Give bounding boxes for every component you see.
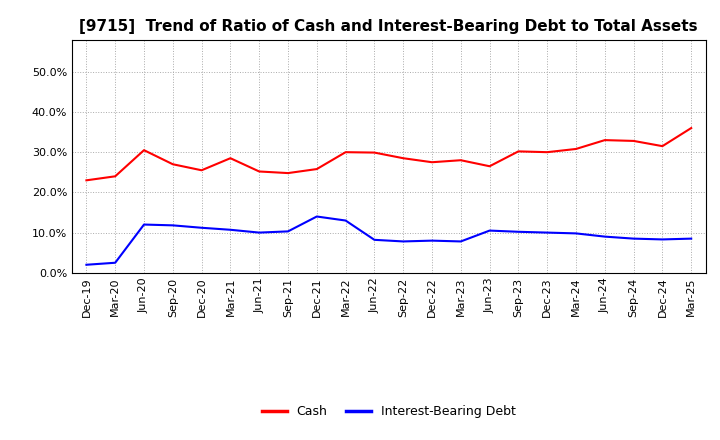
Cash: [572, 147, 580, 152]
Interest-Bearing Debt: [485, 228, 494, 233]
Cash: [600, 137, 609, 143]
Title: [9715]  Trend of Ratio of Cash and Interest-Bearing Debt to Total Assets: [9715] Trend of Ratio of Cash and Intere…: [79, 19, 698, 34]
Cash: [428, 160, 436, 165]
Interest-Bearing Debt: [312, 214, 321, 219]
Interest-Bearing Debt: [543, 230, 552, 235]
Cash: [514, 149, 523, 154]
Cash: [82, 178, 91, 183]
Cash: [111, 174, 120, 179]
Interest-Bearing Debt: [82, 262, 91, 268]
Interest-Bearing Debt: [456, 239, 465, 244]
Interest-Bearing Debt: [370, 237, 379, 242]
Interest-Bearing Debt: [341, 218, 350, 223]
Interest-Bearing Debt: [226, 227, 235, 232]
Legend: Cash, Interest-Bearing Debt: Cash, Interest-Bearing Debt: [256, 400, 521, 423]
Interest-Bearing Debt: [168, 223, 177, 228]
Cash: [629, 138, 638, 143]
Interest-Bearing Debt: [600, 234, 609, 239]
Interest-Bearing Debt: [255, 230, 264, 235]
Cash: [140, 147, 148, 153]
Interest-Bearing Debt: [111, 260, 120, 265]
Interest-Bearing Debt: [140, 222, 148, 227]
Interest-Bearing Debt: [197, 225, 206, 231]
Cash: [284, 170, 292, 176]
Cash: [255, 169, 264, 174]
Cash: [485, 164, 494, 169]
Interest-Bearing Debt: [572, 231, 580, 236]
Interest-Bearing Debt: [428, 238, 436, 243]
Interest-Bearing Debt: [629, 236, 638, 241]
Line: Cash: Cash: [86, 128, 691, 180]
Cash: [399, 156, 408, 161]
Cash: [370, 150, 379, 155]
Cash: [312, 166, 321, 172]
Interest-Bearing Debt: [514, 229, 523, 235]
Cash: [226, 156, 235, 161]
Interest-Bearing Debt: [658, 237, 667, 242]
Cash: [687, 125, 696, 131]
Cash: [168, 161, 177, 167]
Interest-Bearing Debt: [399, 239, 408, 244]
Cash: [197, 168, 206, 173]
Interest-Bearing Debt: [687, 236, 696, 241]
Interest-Bearing Debt: [284, 229, 292, 234]
Cash: [543, 150, 552, 155]
Cash: [658, 143, 667, 149]
Cash: [456, 158, 465, 163]
Line: Interest-Bearing Debt: Interest-Bearing Debt: [86, 216, 691, 265]
Cash: [341, 150, 350, 155]
